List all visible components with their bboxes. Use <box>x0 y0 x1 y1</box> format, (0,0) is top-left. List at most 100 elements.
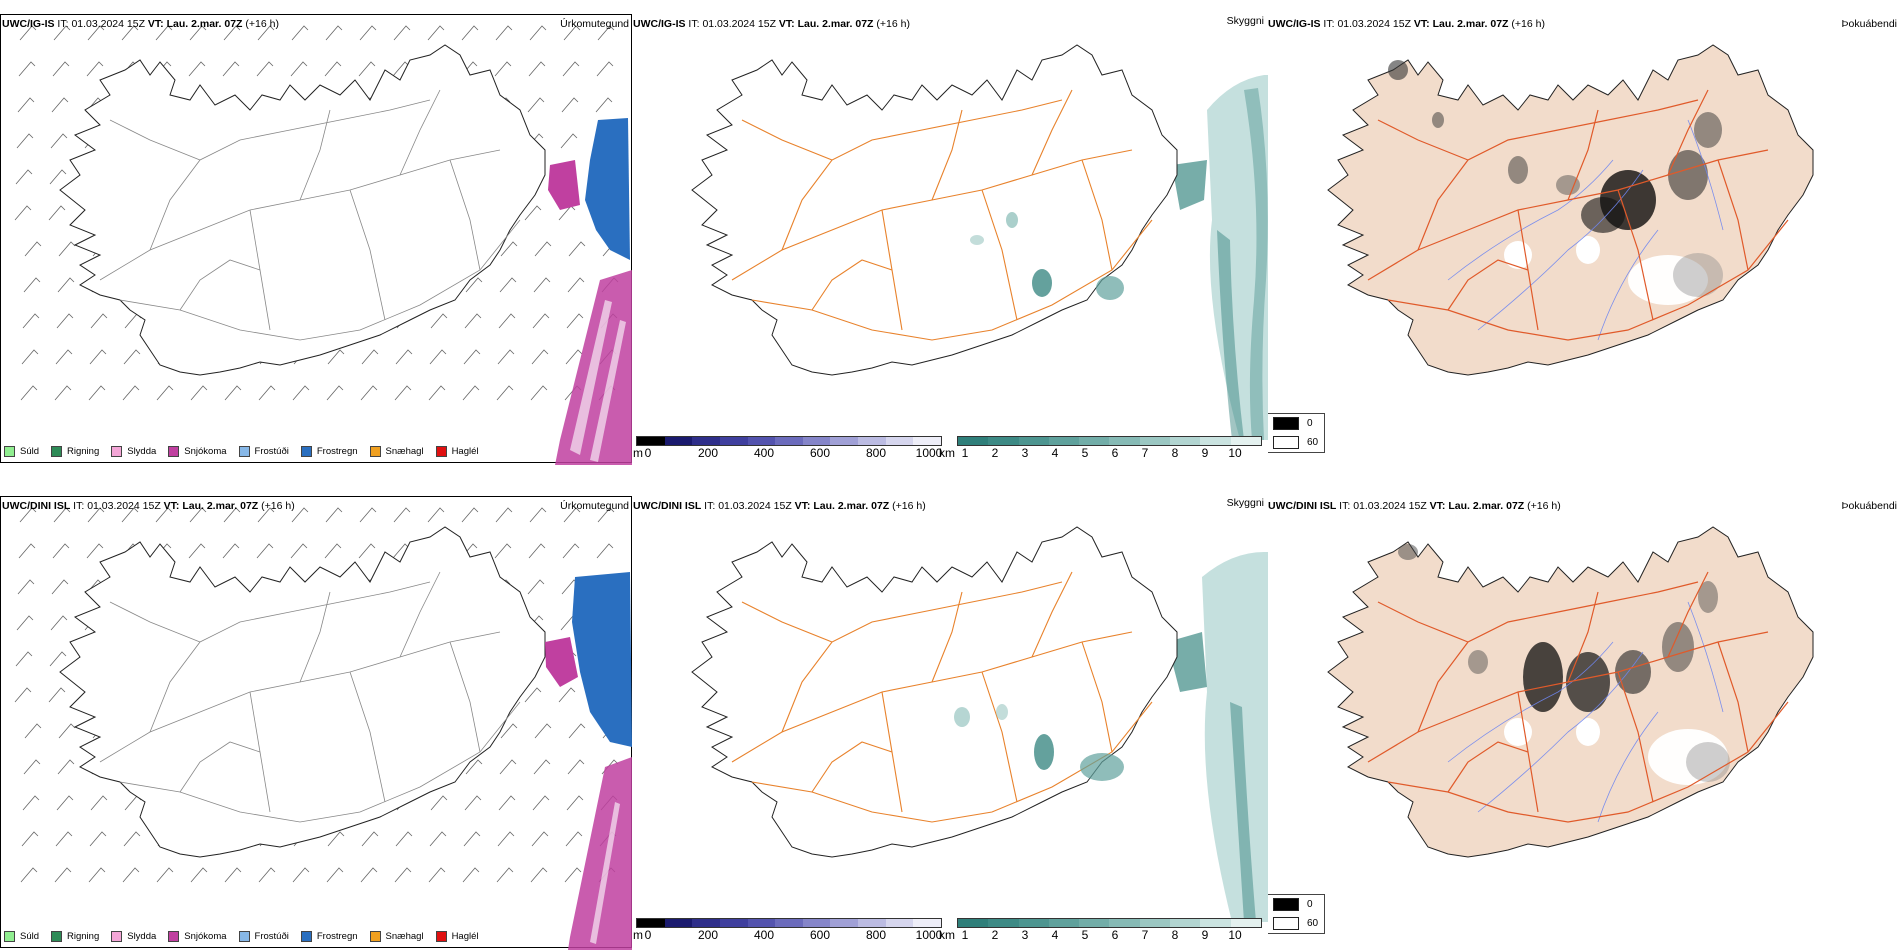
wind-barb <box>534 241 552 257</box>
road <box>1081 159 1113 271</box>
wind-barb <box>15 651 33 667</box>
visibility-colorbar-bar <box>957 918 1262 928</box>
wind-barb <box>568 241 586 257</box>
lead-time: (+16 h) <box>1511 18 1545 30</box>
wind-barb <box>123 831 141 847</box>
forecast-header: UWC/DINI ISL IT: 01.03.2024 15Z VT: Lau.… <box>2 500 295 512</box>
tick-label: 10 <box>1228 446 1242 460</box>
model-name: UWC/IG-IS <box>633 18 686 30</box>
wind-barb <box>461 507 479 523</box>
wind-barb <box>528 61 546 77</box>
wind-barb <box>56 795 74 811</box>
it-value: 01.03.2024 15Z <box>1353 500 1427 512</box>
wind-barb <box>533 759 551 775</box>
wind-barb <box>222 61 240 77</box>
model-name: UWC/IG-IS <box>1268 18 1321 30</box>
wind-barb <box>18 61 36 77</box>
road-network <box>1367 89 1789 341</box>
wind-barb <box>190 385 208 401</box>
legend-item: Frostregn <box>300 931 358 942</box>
road <box>931 591 963 683</box>
wind-barb <box>18 543 36 559</box>
legend-item: Snjókoma <box>168 446 227 457</box>
road <box>1667 571 1709 658</box>
wind-barb <box>51 579 69 595</box>
legend-item: Frostregn <box>300 446 358 457</box>
wind-barb <box>88 385 106 401</box>
wind-barb <box>562 61 580 77</box>
wind-barb <box>534 723 552 739</box>
height-colorbar: 0 200 400 600 800 1000 m <box>633 918 942 942</box>
wind-barb <box>461 25 479 41</box>
vt-value: Lau. 2.mar. 07Z <box>1432 18 1509 30</box>
road-network <box>99 89 521 341</box>
wind-barb <box>86 543 104 559</box>
forecast-header: UWC/DINI ISL IT: 01.03.2024 15Z VT: Lau.… <box>633 500 926 512</box>
tick-label: 400 <box>753 928 775 942</box>
tick-label: 1 <box>961 928 969 942</box>
road <box>1031 571 1073 658</box>
wind-barb <box>14 687 32 703</box>
tick-label: 200 <box>697 446 719 460</box>
wind-barb <box>463 831 481 847</box>
fog-legend-label: 0 <box>1307 418 1313 429</box>
panel-title-visibility: Skyggni <box>1226 15 1264 27</box>
fog-legend-swatch <box>1273 898 1299 911</box>
wind-barb <box>24 723 42 739</box>
visibility-colorbar-ticks: 1 2 3 4 5 6 7 8 9 10 <box>957 928 1262 942</box>
road <box>1417 99 1699 251</box>
legend-label: Snjókoma <box>184 931 227 942</box>
tick-label: 2 <box>991 446 999 460</box>
wind-barb <box>568 723 586 739</box>
legend-item: Slydda <box>111 931 156 942</box>
road <box>1447 741 1529 793</box>
road <box>1717 641 1749 753</box>
wind-barb <box>527 579 545 595</box>
fog-legend-swatch <box>1273 917 1299 930</box>
legend-item: Súld <box>4 931 39 942</box>
legend-label: Haglél <box>451 931 479 942</box>
wind-barb <box>532 795 550 811</box>
precip-panel-top: UWC/IG-IS IT: 01.03.2024 15Z VT: Lau. 2.… <box>0 0 632 465</box>
it-label: IT: <box>73 500 85 512</box>
wind-barb <box>462 385 480 401</box>
legend-item: Slydda <box>111 446 156 457</box>
wind-barb <box>90 795 108 811</box>
road <box>1377 601 1469 643</box>
tick-label: 400 <box>753 446 775 460</box>
road <box>1417 581 1699 733</box>
tick-label: 4 <box>1051 446 1059 460</box>
wind-barb <box>52 543 70 559</box>
wind-barb <box>361 349 379 365</box>
legend-swatch <box>238 931 250 942</box>
fog-legend-swatch <box>1273 417 1299 430</box>
tick-label: 0 <box>644 928 652 942</box>
precip-snow-area <box>548 118 632 465</box>
road-network <box>99 571 521 823</box>
wind-barb <box>393 25 411 41</box>
wind-barb <box>558 687 576 703</box>
it-value: 01.03.2024 15Z <box>718 500 792 512</box>
it-value: 01.03.2024 15Z <box>87 500 161 512</box>
wind-barb <box>465 277 483 293</box>
wind-barb <box>597 25 615 41</box>
legend-label: Frostregn <box>316 446 358 457</box>
wind-barb <box>524 205 542 221</box>
legend-label: Frostregn <box>316 931 358 942</box>
wind-barb <box>465 759 483 775</box>
legend-label: Súld <box>20 446 40 457</box>
road <box>931 109 963 201</box>
visibility-unit: km <box>939 928 955 942</box>
wind-barb <box>528 543 546 559</box>
iceland-outline <box>59 526 546 858</box>
visibility-colorbar-ticks: 1 2 3 4 5 6 7 8 9 10 <box>957 446 1262 460</box>
legend-swatch <box>168 931 180 942</box>
wind-barb <box>90 313 108 329</box>
wind-barb <box>89 349 107 365</box>
wind-barb <box>156 867 174 883</box>
wind-barb <box>190 867 208 883</box>
wind-barb <box>358 543 376 559</box>
wind-barb <box>560 133 578 149</box>
it-label: IT: <box>1323 18 1335 30</box>
wind-barb <box>427 507 445 523</box>
